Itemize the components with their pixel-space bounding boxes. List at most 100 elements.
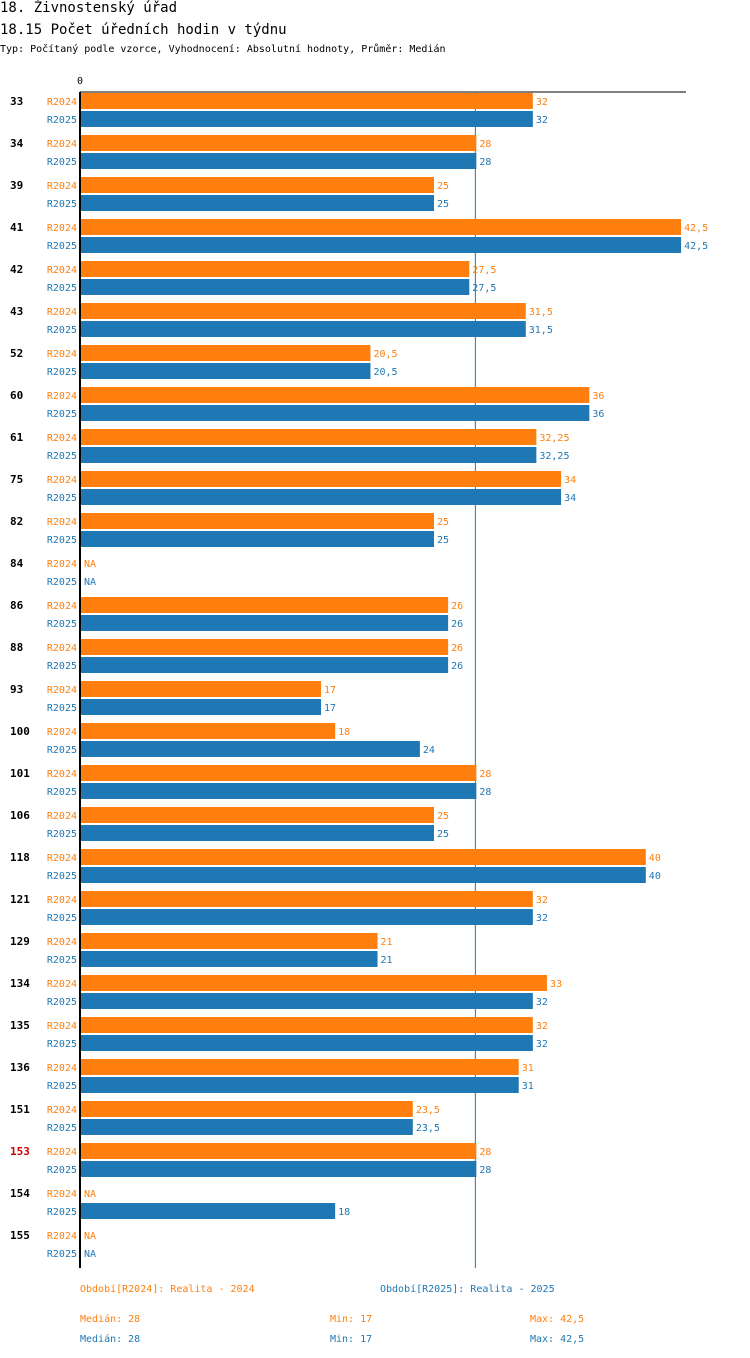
series-label-r2024: R2024 xyxy=(47,1231,77,1242)
series-label-r2024: R2024 xyxy=(47,97,77,108)
bar-r2024 xyxy=(81,765,477,781)
bar-r2025 xyxy=(81,405,590,421)
bar-r2024 xyxy=(81,261,470,277)
series-label-r2025: R2025 xyxy=(47,157,77,168)
value-label-r2024: 20,5 xyxy=(373,349,397,360)
bar-r2025 xyxy=(81,1077,519,1093)
series-label-r2024: R2024 xyxy=(47,1147,77,1158)
series-label-r2025: R2025 xyxy=(47,1123,77,1134)
bar-r2024 xyxy=(81,1101,413,1117)
legend-period-r2025: Období[R2025]: Realita - 2025 xyxy=(380,1284,555,1295)
series-label-r2024: R2024 xyxy=(47,265,77,276)
category-label: 151 xyxy=(10,1103,30,1116)
series-label-r2024: R2024 xyxy=(47,979,77,990)
value-label-r2025: 40 xyxy=(649,871,661,882)
category-label: 33 xyxy=(10,95,23,108)
series-label-r2024: R2024 xyxy=(47,181,77,192)
category-label: 154 xyxy=(10,1187,30,1200)
series-label-r2024: R2024 xyxy=(47,895,77,906)
bar-r2025 xyxy=(81,531,434,547)
value-label-r2024: 32 xyxy=(536,97,548,108)
bar-r2025 xyxy=(81,993,533,1009)
series-label-r2024: R2024 xyxy=(47,559,77,570)
value-label-r2024: 34 xyxy=(564,475,576,486)
series-label-r2024: R2024 xyxy=(47,391,77,402)
bar-r2024 xyxy=(81,93,533,109)
bar-r2025 xyxy=(81,741,420,757)
series-label-r2024: R2024 xyxy=(47,475,77,486)
value-label-r2024: 31 xyxy=(522,1063,534,1074)
series-label-r2024: R2024 xyxy=(47,937,77,948)
series-label-r2024: R2024 xyxy=(47,433,77,444)
series-label-r2024: R2024 xyxy=(47,643,77,654)
series-label-r2025: R2025 xyxy=(47,619,77,630)
stat-max-r2024: Max: 42,5 xyxy=(530,1314,585,1325)
bar-r2024 xyxy=(81,681,322,697)
series-label-r2024: R2024 xyxy=(47,517,77,528)
series-label-r2025: R2025 xyxy=(47,493,77,504)
bar-r2024 xyxy=(81,219,682,235)
value-label-r2024: NA xyxy=(84,1231,96,1242)
series-label-r2024: R2024 xyxy=(47,853,77,864)
value-label-r2025: 17 xyxy=(324,703,336,714)
bar-r2024 xyxy=(81,135,477,151)
bar-r2024 xyxy=(81,471,562,487)
category-label: 61 xyxy=(10,431,24,444)
legend-period-r2024: Období[R2024]: Realita - 2024 xyxy=(80,1284,255,1295)
value-label-r2024: 26 xyxy=(451,643,463,654)
value-label-r2024: 26 xyxy=(451,601,463,612)
value-label-r2025: 24 xyxy=(423,745,435,756)
value-label-r2025: 32 xyxy=(536,997,548,1008)
bar-r2024 xyxy=(81,639,449,655)
series-label-r2024: R2024 xyxy=(47,1189,77,1200)
bar-r2025 xyxy=(81,951,378,967)
value-label-r2025: 31,5 xyxy=(529,325,553,336)
bar-r2024 xyxy=(81,1143,477,1159)
series-label-r2025: R2025 xyxy=(47,199,77,210)
value-label-r2025: 26 xyxy=(451,661,463,672)
category-label: 136 xyxy=(10,1061,30,1074)
value-label-r2024: 25 xyxy=(437,517,449,528)
series-label-r2025: R2025 xyxy=(47,661,77,672)
chart-section-title: 18. Živnostenský úřad xyxy=(0,0,178,16)
bar-r2024 xyxy=(81,1017,533,1033)
bar-r2025 xyxy=(81,111,533,127)
series-label-r2025: R2025 xyxy=(47,1207,77,1218)
stat-min-r2024: Min: 17 xyxy=(330,1314,373,1325)
value-label-r2024: 17 xyxy=(324,685,336,696)
bar-r2025 xyxy=(81,363,371,379)
series-label-r2024: R2024 xyxy=(47,1063,77,1074)
category-label: 121 xyxy=(10,893,30,906)
series-label-r2025: R2025 xyxy=(47,997,77,1008)
bar-r2025 xyxy=(81,699,322,715)
category-label: 86 xyxy=(10,599,24,612)
series-label-r2024: R2024 xyxy=(47,307,77,318)
bar-r2024 xyxy=(81,345,371,361)
series-label-r2025: R2025 xyxy=(47,871,77,882)
bar-r2025 xyxy=(81,657,449,673)
series-label-r2025: R2025 xyxy=(47,787,77,798)
value-label-r2024: 33 xyxy=(550,979,562,990)
series-label-r2025: R2025 xyxy=(47,409,77,420)
value-label-r2024: 21 xyxy=(381,937,393,948)
bar-r2025 xyxy=(81,489,562,505)
bar-r2024 xyxy=(81,849,646,865)
series-label-r2025: R2025 xyxy=(47,1249,77,1260)
bar-r2024 xyxy=(81,933,378,949)
value-label-r2024: 32 xyxy=(536,895,548,906)
series-label-r2025: R2025 xyxy=(47,1081,77,1092)
series-label-r2025: R2025 xyxy=(47,283,77,294)
value-label-r2025: NA xyxy=(84,1249,96,1260)
category-label: 82 xyxy=(10,515,23,528)
series-label-r2025: R2025 xyxy=(47,1165,77,1176)
chart-type-description: Typ: Počítaný podle vzorce, Vyhodnocení:… xyxy=(0,44,446,55)
value-label-r2025: 25 xyxy=(437,829,449,840)
series-label-r2024: R2024 xyxy=(47,601,77,612)
value-label-r2024: 32 xyxy=(536,1021,548,1032)
series-label-r2024: R2024 xyxy=(47,811,77,822)
category-label: 42 xyxy=(10,263,23,276)
bar-r2024 xyxy=(81,303,526,319)
series-label-r2024: R2024 xyxy=(47,769,77,780)
series-label-r2024: R2024 xyxy=(47,1021,77,1032)
